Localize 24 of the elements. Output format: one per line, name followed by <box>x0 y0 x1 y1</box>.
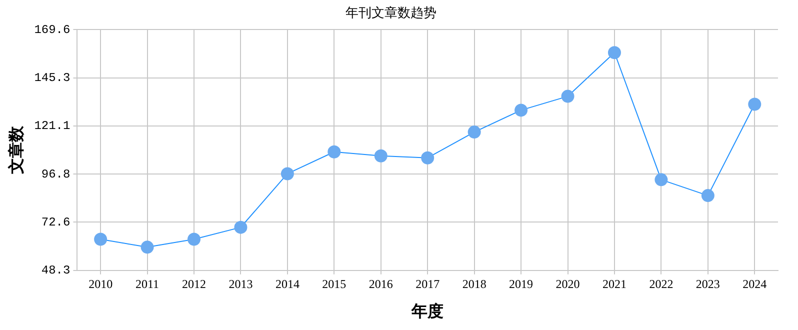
x-tick-label: 2022 <box>649 276 674 291</box>
y-tick-label: 72.6 <box>41 215 70 230</box>
x-tick-label: 2016 <box>368 276 393 291</box>
x-tick-label: 2011 <box>136 276 160 291</box>
x-tick-label: 2017 <box>416 276 440 291</box>
y-tick-label: 96.8 <box>41 167 70 182</box>
x-tick-label: 2010 <box>88 276 113 291</box>
y-tick-label: 121.1 <box>34 119 70 134</box>
x-axis-title: 年度 <box>410 302 444 321</box>
chart-title: 年刊文章数趋势 <box>346 5 436 20</box>
x-tick-label: 2023 <box>696 276 720 291</box>
x-tick-label: 2013 <box>228 276 253 291</box>
y-tick-label: 145.3 <box>34 71 70 86</box>
y-tick-label: 48.3 <box>41 264 70 278</box>
y-axis-title: 文章数 <box>8 125 26 175</box>
x-tick-label: 2015 <box>322 276 346 291</box>
x-tick-label: 2014 <box>275 276 300 291</box>
y-tick-label: 169.6 <box>34 22 70 37</box>
x-tick-label: 2012 <box>182 276 206 291</box>
x-tick-label: 2018 <box>462 276 486 291</box>
x-tick-label: 2024 <box>742 276 767 291</box>
x-tick-label: 2021 <box>602 276 626 291</box>
x-tick-label: 2020 <box>556 276 580 291</box>
x-tick-label: 2019 <box>509 276 534 291</box>
